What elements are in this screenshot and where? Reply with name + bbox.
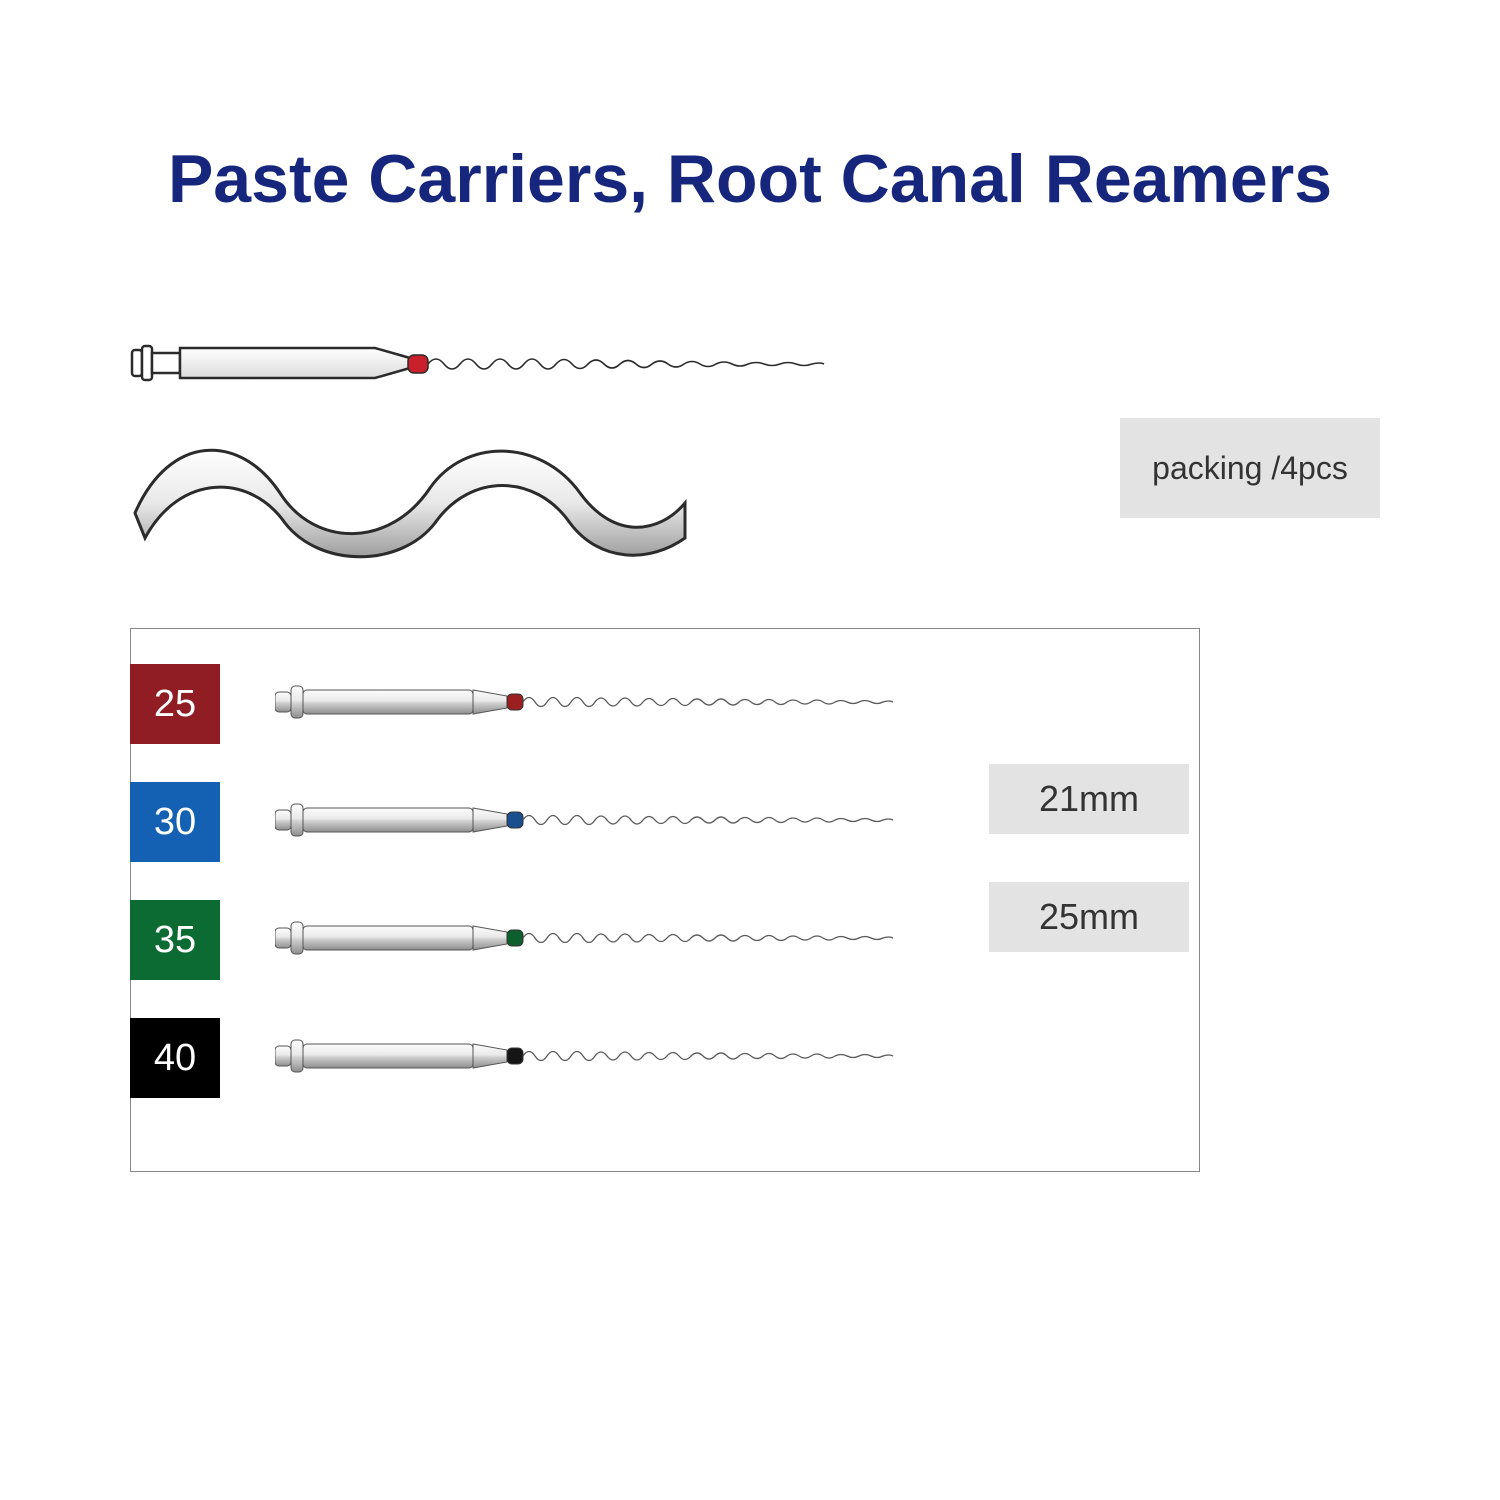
hero-row: packing /4pcs bbox=[130, 328, 1370, 558]
size-badge-35: 35 bbox=[130, 900, 220, 980]
tool-icon-40 bbox=[275, 1026, 915, 1086]
length-25mm: 25mm bbox=[989, 882, 1189, 952]
tool-30 bbox=[275, 790, 915, 855]
variant-panel: 25 30 bbox=[130, 628, 1200, 1172]
packing-label: packing /4pcs bbox=[1120, 418, 1380, 518]
variant-row-40: 40 bbox=[131, 1018, 1199, 1098]
size-badge-40: 40 bbox=[130, 1018, 220, 1098]
hero-spiral-icon bbox=[130, 413, 690, 563]
page-title: Paste Carriers, Root Canal Reamers bbox=[130, 140, 1370, 218]
variant-row-25: 25 bbox=[131, 664, 1199, 744]
hero-tool-icon bbox=[130, 328, 850, 398]
tool-icon-30 bbox=[275, 790, 915, 850]
hero-illustration bbox=[130, 328, 850, 568]
tool-40 bbox=[275, 1026, 915, 1091]
tool-icon-35 bbox=[275, 908, 915, 968]
tool-25 bbox=[275, 672, 915, 737]
tool-icon-25 bbox=[275, 672, 915, 732]
size-badge-25: 25 bbox=[130, 664, 220, 744]
tool-35 bbox=[275, 908, 915, 973]
size-badge-30: 30 bbox=[130, 782, 220, 862]
length-21mm: 21mm bbox=[989, 764, 1189, 834]
length-column: 21mm 25mm bbox=[989, 764, 1189, 1000]
